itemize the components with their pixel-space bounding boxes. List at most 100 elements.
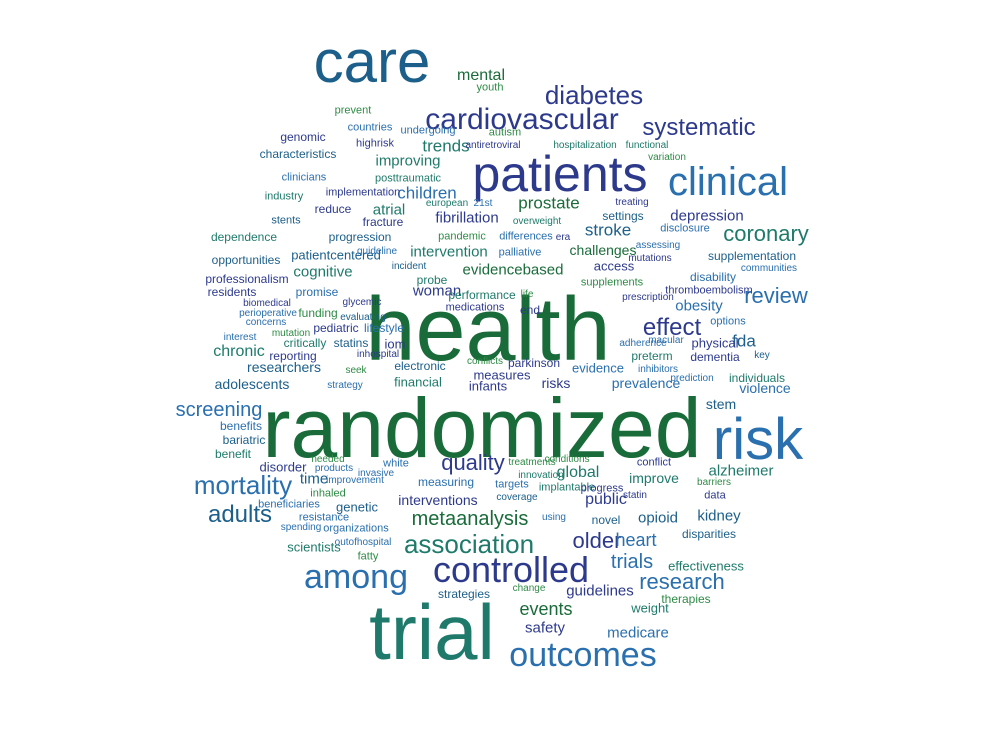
- word-coronary: coronary: [723, 223, 809, 245]
- word-clinicians: clinicians: [282, 173, 327, 184]
- word-palliative: palliative: [499, 248, 542, 259]
- word-heart: heart: [615, 531, 656, 549]
- word-lifestyle: lifestyle: [364, 322, 404, 334]
- word-thromboembolism: thromboembolism: [665, 286, 752, 297]
- word-quality: quality: [441, 452, 505, 474]
- word-evidence: evidence: [572, 362, 624, 375]
- word-improvement: improvement: [326, 476, 384, 486]
- word-review: review: [744, 285, 808, 307]
- word-countries: countries: [348, 123, 393, 134]
- word-safety: safety: [525, 621, 565, 636]
- word-data: data: [704, 491, 725, 502]
- word-residents: residents: [208, 286, 257, 298]
- word-assessing: assessing: [636, 241, 680, 251]
- word-statins: statins: [334, 337, 369, 349]
- word-highrisk: highrisk: [356, 139, 394, 150]
- word-patients: patients: [472, 149, 647, 199]
- word-genomic: genomic: [280, 131, 325, 143]
- word-change: change: [513, 584, 546, 594]
- word-beneficiaries: beneficiaries: [258, 500, 320, 511]
- word-undergoing: undergoing: [400, 126, 455, 137]
- word-settings: settings: [602, 210, 643, 222]
- word-era: era: [556, 233, 570, 243]
- word-disorder: disorder: [260, 461, 307, 474]
- word-older: older: [573, 530, 622, 552]
- word-cognitive: cognitive: [293, 265, 352, 280]
- word-end: end: [520, 304, 540, 316]
- word-pandemic: pandemic: [438, 232, 486, 243]
- word-individuals: individuals: [729, 372, 785, 384]
- word-benefit: benefit: [215, 448, 251, 460]
- word-spending: spending: [281, 523, 322, 533]
- word-adolescents: adolescents: [215, 377, 290, 391]
- word-using: using: [542, 513, 566, 523]
- word-promise: promise: [296, 286, 339, 298]
- word-electronic: electronic: [394, 360, 445, 372]
- word-parkinson: parkinson: [508, 357, 560, 369]
- word-glycemic: glycemic: [343, 298, 382, 308]
- word-fracture: fracture: [363, 216, 404, 228]
- word-physical: physical: [692, 337, 739, 350]
- word-systematic: systematic: [642, 116, 755, 140]
- word-strategies: strategies: [438, 588, 490, 600]
- word-professionalism: professionalism: [205, 273, 288, 285]
- word-concerns: concerns: [246, 318, 287, 328]
- word-prediction: prediction: [670, 374, 713, 384]
- word-barriers: barriers: [697, 478, 731, 488]
- word-depression: depression: [670, 209, 743, 224]
- word-communities: communities: [741, 264, 797, 274]
- word-evaluating: evaluating: [340, 313, 386, 323]
- word-evidencebased: evidencebased: [463, 263, 564, 278]
- word-opioid: opioid: [638, 511, 678, 526]
- word-measures: measures: [473, 369, 530, 382]
- word-guidelines: guidelines: [566, 584, 634, 599]
- word-disparities: disparities: [682, 528, 736, 540]
- word-risks: risks: [542, 376, 571, 390]
- word-variation: variation: [648, 153, 686, 163]
- word-supplementation: supplementation: [708, 250, 796, 262]
- word-funding: funding: [298, 307, 337, 319]
- word-therapies: therapies: [661, 593, 710, 605]
- word-21st: 21st: [474, 199, 493, 209]
- word-conflicts: conflicts: [467, 357, 503, 367]
- word-reduce: reduce: [315, 203, 352, 215]
- word-fibrillation: fibrillation: [435, 211, 498, 226]
- word-prostate: prostate: [518, 195, 579, 212]
- word-dependence: dependence: [211, 231, 277, 243]
- word-characteristics: characteristics: [260, 148, 337, 160]
- word-inhospital: inhospital: [357, 350, 399, 360]
- word-treatments: treatments: [508, 458, 555, 468]
- word-medications: medications: [446, 303, 505, 314]
- word-intervention: intervention: [410, 245, 488, 260]
- word-antiretroviral: antiretroviral: [465, 141, 520, 151]
- word-preterm: preterm: [631, 350, 672, 362]
- word-stem: stem: [706, 397, 736, 411]
- word-measuring: measuring: [418, 476, 474, 488]
- word-prevent: prevent: [335, 106, 372, 117]
- word-improve: improve: [629, 471, 679, 485]
- word-macular: macular: [648, 336, 684, 346]
- word-interest: interest: [224, 333, 257, 343]
- word-progress: progress: [581, 484, 624, 495]
- word-bariatric: bariatric: [223, 434, 266, 446]
- word-coverage: coverage: [496, 493, 537, 503]
- word-benefits: benefits: [220, 420, 262, 432]
- word-life: life: [521, 290, 534, 300]
- word-among: among: [304, 560, 408, 594]
- word-organizations: organizations: [323, 524, 388, 535]
- word-trials: trials: [611, 552, 653, 572]
- word-medicare: medicare: [607, 626, 669, 641]
- word-disclosure: disclosure: [660, 224, 710, 235]
- word-seek: seek: [345, 366, 366, 376]
- word-obesity: obesity: [675, 299, 723, 314]
- word-financial: financial: [394, 376, 442, 389]
- word-guideline: guideline: [357, 247, 397, 257]
- word-diabetes: diabetes: [545, 82, 643, 108]
- word-stroke: stroke: [585, 222, 631, 239]
- word-mortality: mortality: [194, 472, 292, 498]
- word-events: events: [519, 600, 572, 618]
- word-care: care: [314, 32, 431, 92]
- word-european: european: [426, 199, 468, 209]
- word-fatty: fatty: [358, 552, 379, 563]
- word-research: research: [639, 571, 725, 593]
